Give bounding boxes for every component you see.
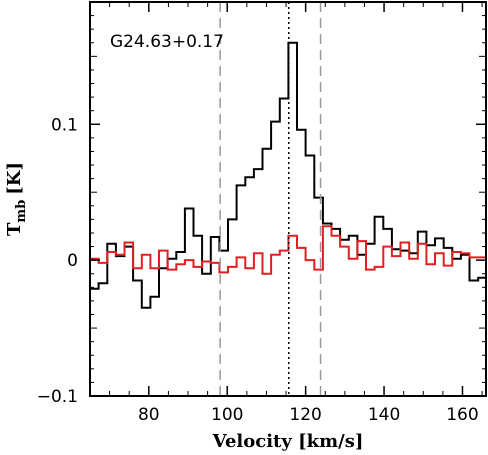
y-axis-label: Tmb [K] xyxy=(4,162,29,236)
plot-frame xyxy=(89,1,487,397)
source-annotation: G24.63+0.17 xyxy=(110,32,224,52)
x-tick-label: 100 xyxy=(211,405,243,425)
x-tick-label: 160 xyxy=(446,405,478,425)
x-tick-label: 140 xyxy=(368,405,400,425)
axes: 80 100 120 140 160 −0.1 0 0.1 xyxy=(37,2,486,425)
y-axis-label-unit: [K] xyxy=(4,162,25,195)
y-tick-label: −0.1 xyxy=(37,387,78,407)
y-tick-label: 0 xyxy=(67,251,78,271)
series-layer xyxy=(90,41,486,309)
x-axis-label: Velocity [km/s] xyxy=(212,431,364,452)
velocity-markers xyxy=(219,2,322,396)
spectrum-series-2 xyxy=(90,225,486,275)
y-axis-label-symbol: T xyxy=(4,222,25,236)
x-tick-label: 120 xyxy=(289,405,321,425)
x-tick-label: 80 xyxy=(138,405,160,425)
y-axis-label-subscript: mb xyxy=(14,200,29,223)
spectrum-series-1 xyxy=(90,41,486,309)
y-tick-label: 0.1 xyxy=(51,115,78,135)
